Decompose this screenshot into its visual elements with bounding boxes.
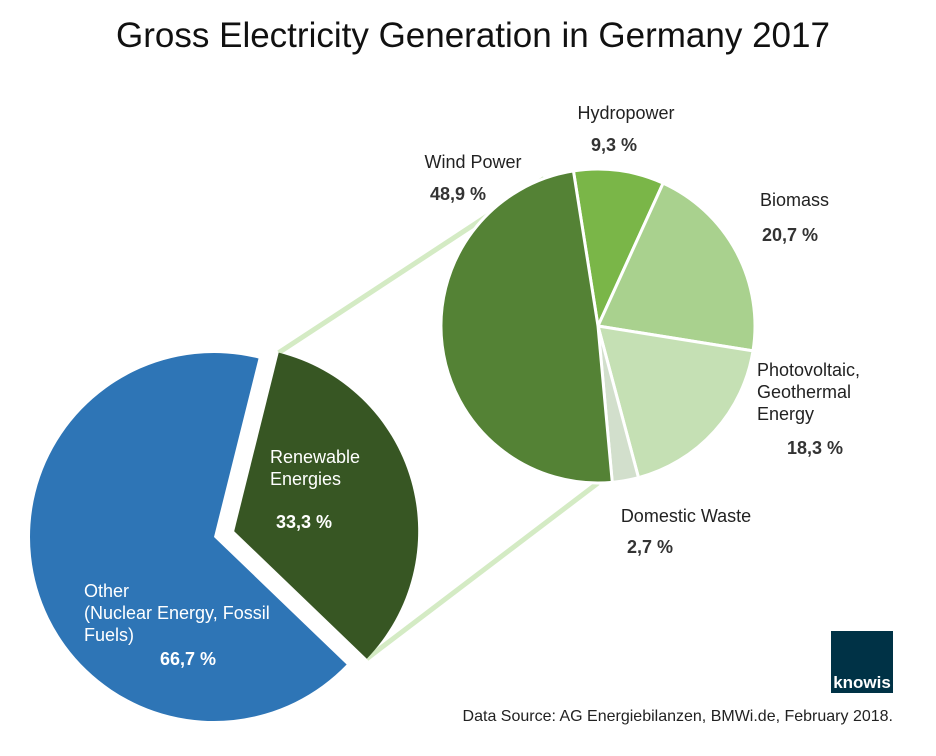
slice-domestic-waste-label: Domestic Waste: [621, 506, 751, 526]
slice-biomass: [596, 181, 757, 353]
connector-bottom: [365, 481, 600, 661]
renewables-breakdown-pie: [439, 167, 757, 485]
slice-other-name-line: (Nuclear Energy, Fossil: [84, 603, 270, 623]
slice-other-name-line: Other: [84, 581, 129, 601]
slice-photovoltaic-geothermal-value: 18,3 %: [787, 438, 843, 458]
slice-photovoltaic-geothermal-name-line: Photovoltaic,: [757, 360, 860, 380]
slice-hydropower-value: 9,3 %: [591, 135, 637, 155]
slice-renewable-value: 33,3 %: [276, 512, 332, 532]
slice-domestic-waste-name-line: Domestic Waste: [621, 506, 751, 526]
logo-text: knowis: [833, 673, 891, 692]
data-source: Data Source: AG Energiebilanzen, BMWi.de…: [463, 708, 893, 725]
slice-other: [29, 353, 347, 722]
slice-biomass-label: Biomass: [760, 190, 829, 210]
slice-biomass-name-line: Biomass: [760, 190, 829, 210]
slice-renewable-name-line: Energies: [270, 469, 341, 489]
slice-wind-power: [439, 169, 614, 485]
slice-photovoltaic-geothermal-name-line: Energy: [757, 404, 814, 424]
slice-renewable-energies: [234, 352, 419, 659]
slice-other-name-line: Fuels): [84, 625, 134, 645]
slice-biomass-value: 20,7 %: [762, 225, 818, 245]
slice-photovoltaic-geothermal: [596, 324, 755, 480]
slice-photovoltaic-geothermal-name-line: Geothermal: [757, 382, 851, 402]
slice-hydropower-name-line: Hydropower: [577, 103, 674, 123]
slice-wind-power-label: Wind Power: [424, 152, 521, 172]
knowis-logo: knowis: [831, 631, 893, 693]
slice-renewable-name-line: Renewable: [270, 447, 360, 467]
slice-wind-power-value: 48,9 %: [430, 184, 486, 204]
slice-other-value: 66,7 %: [160, 649, 216, 669]
chart-title: Gross Electricity Generation in Germany …: [116, 16, 830, 55]
slice-wind-power-name-line: Wind Power: [424, 152, 521, 172]
main-pie: [29, 352, 419, 722]
slice-domestic-waste-value: 2,7 %: [627, 537, 673, 557]
slice-hydropower-label: Hydropower: [577, 103, 674, 123]
slice-hydropower: [571, 167, 665, 328]
